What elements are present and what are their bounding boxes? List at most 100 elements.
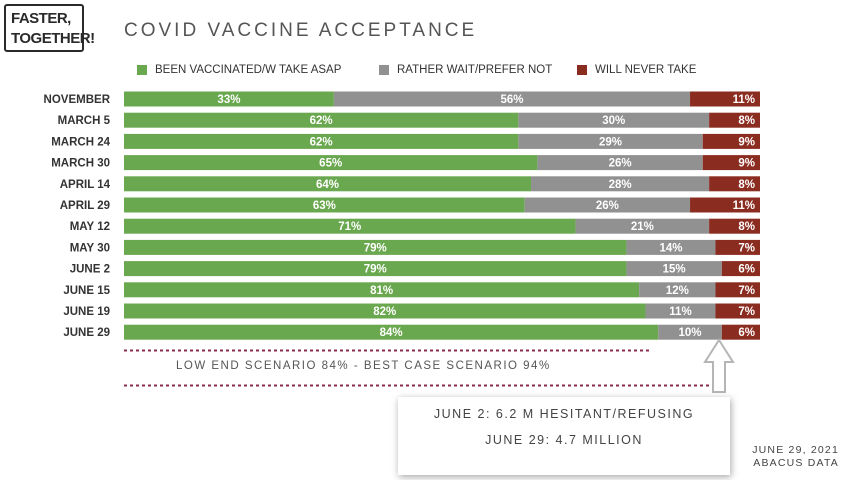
bar-segment-wait	[658, 324, 722, 340]
bar-segment-wait	[524, 197, 691, 213]
bar-segment-wait	[639, 282, 716, 298]
data-label-wait: 15%	[663, 264, 686, 276]
source-date: JUNE 29, 2021	[752, 444, 839, 456]
category-label: JUNE 2	[70, 264, 110, 276]
data-label-never: 8%	[738, 179, 755, 191]
category-label: MARCH 30	[51, 158, 110, 170]
data-label-vaccinated: 79%	[364, 264, 387, 276]
category-label: MAY 30	[70, 242, 110, 254]
bar-segment-wait	[626, 261, 722, 277]
bar-segment-vaccinated	[124, 239, 627, 255]
bar-segment-vaccinated	[124, 197, 525, 213]
data-label-wait: 12%	[666, 285, 689, 297]
data-label-vaccinated: 65%	[319, 158, 342, 170]
bar-segment-vaccinated	[124, 218, 576, 234]
legend-item-wait: RATHER WAIT/PREFER NOT	[379, 63, 552, 77]
bar-segment-never	[709, 176, 760, 192]
bar-segment-vaccinated	[124, 303, 646, 319]
data-label-wait: 26%	[609, 158, 632, 170]
bar-segment-never	[715, 239, 760, 255]
category-label: MAY 12	[70, 221, 110, 233]
source-org: ABACUS DATA	[753, 457, 839, 469]
data-label-wait: 56%	[500, 94, 523, 106]
bar-segment-vaccinated	[124, 112, 519, 128]
category-label: JUNE 29	[63, 327, 110, 339]
bar-segment-vaccinated	[124, 324, 659, 340]
data-label-wait: 28%	[609, 179, 632, 191]
data-label-vaccinated: 62%	[310, 136, 333, 148]
bar-segment-never	[715, 303, 760, 319]
chart-title: COVID VACCINE ACCEPTANCE	[124, 20, 478, 41]
bar-segment-wait	[518, 112, 710, 128]
bar-segment-wait	[531, 176, 710, 192]
legend-label-vaccinated: BEEN VACCINATED/W TAKE ASAP	[155, 64, 342, 76]
bar-segment-wait	[333, 91, 691, 107]
data-label-wait: 26%	[596, 200, 619, 212]
scenario-note: LOW END SCENARIO 84% - BEST CASE SCENARI…	[176, 360, 551, 372]
legend-swatch-red	[577, 65, 587, 75]
data-label-wait: 11%	[669, 306, 691, 318]
data-label-never: 7%	[738, 285, 755, 297]
data-label-vaccinated: 63%	[313, 200, 336, 212]
data-label-never: 9%	[738, 158, 755, 170]
data-label-never: 8%	[738, 115, 755, 127]
category-label: NOVEMBER	[44, 94, 111, 106]
bar-segment-never	[702, 133, 760, 149]
bar-segment-never	[715, 282, 760, 298]
callout-line-june-29: JUNE 29: 4.7 MILLION	[485, 433, 643, 447]
legend-item-vaccinated: BEEN VACCINATED/W TAKE ASAP	[137, 63, 341, 77]
data-label-vaccinated: 71%	[338, 221, 361, 233]
data-label-never: 7%	[738, 306, 755, 318]
bar-segment-never	[709, 112, 760, 128]
data-label-never: 11%	[733, 94, 755, 106]
bar-segment-vaccinated	[124, 282, 640, 298]
legend-item-never: WILL NEVER TAKE	[577, 63, 696, 77]
bar-segment-vaccinated	[124, 176, 532, 192]
data-label-vaccinated: 82%	[373, 306, 396, 318]
logo-line-2: TOGETHER!	[11, 30, 95, 47]
bar-segment-never	[721, 261, 760, 277]
data-label-never: 6%	[738, 327, 755, 339]
legend-label-wait: RATHER WAIT/PREFER NOT	[397, 64, 553, 76]
data-label-never: 8%	[738, 221, 755, 233]
data-label-never: 7%	[738, 242, 755, 254]
callout-line-june-2: JUNE 2: 6.2 M HESITANT/REFUSING	[433, 407, 695, 421]
data-label-never: 9%	[738, 136, 755, 148]
data-label-wait: 10%	[679, 327, 702, 339]
data-label-wait: 30%	[602, 115, 625, 127]
bar-segment-vaccinated	[124, 261, 627, 277]
category-label: MARCH 24	[51, 136, 110, 148]
legend-swatch-gray	[379, 65, 389, 75]
up-arrow-icon	[703, 338, 735, 393]
bar-segment-wait	[575, 218, 710, 234]
category-label: JUNE 15	[63, 285, 110, 297]
faster-together-logo: FASTER, TOGETHER!	[4, 4, 95, 52]
legend-swatch-green	[137, 65, 147, 75]
category-label: APRIL 14	[60, 179, 111, 191]
bar-segment-never	[690, 91, 760, 107]
bar-segment-never	[721, 324, 760, 340]
category-label: MARCH 5	[58, 115, 111, 127]
bar-segment-wait	[626, 239, 716, 255]
category-label: JUNE 19	[63, 306, 110, 318]
data-label-wait: 21%	[631, 221, 654, 233]
bar-segment-vaccinated	[124, 91, 334, 107]
bar-segment-vaccinated	[124, 155, 538, 171]
category-label: APRIL 29	[60, 200, 110, 212]
data-label-wait: 29%	[599, 136, 622, 148]
data-label-vaccinated: 62%	[310, 115, 333, 127]
data-label-never: 11%	[733, 200, 755, 212]
bar-segment-never	[690, 197, 760, 213]
bar-segment-vaccinated	[124, 133, 519, 149]
bar-segment-wait	[537, 155, 703, 171]
data-label-vaccinated: 84%	[380, 327, 403, 339]
bar-segment-never	[702, 155, 760, 171]
data-label-vaccinated: 81%	[370, 285, 393, 297]
data-label-never: 6%	[738, 264, 755, 276]
bar-segment-never	[709, 218, 760, 234]
bar-segment-wait	[645, 303, 716, 319]
data-label-wait: 14%	[659, 242, 682, 254]
legend-label-never: WILL NEVER TAKE	[595, 64, 697, 76]
bar-segment-wait	[518, 133, 703, 149]
